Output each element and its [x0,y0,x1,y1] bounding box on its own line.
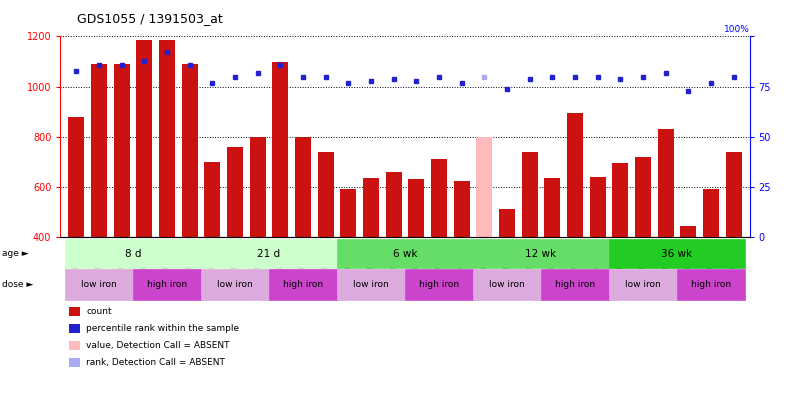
Text: low iron: low iron [217,280,253,289]
Bar [409,179,424,237]
Bar [363,178,379,237]
Bar [613,163,629,237]
Text: high iron: high iron [283,280,323,289]
Text: rank, Detection Call = ABSENT: rank, Detection Call = ABSENT [86,358,225,367]
Bar [250,137,266,237]
Bar [386,172,401,237]
Text: 100%: 100% [724,26,750,34]
Bar [567,113,583,237]
Bar [181,64,197,237]
Bar [272,62,289,237]
Text: 6 wk: 6 wk [393,249,418,258]
Bar [521,152,538,237]
Bar [590,177,605,237]
Text: high iron: high iron [419,280,459,289]
Text: 36 wk: 36 wk [662,249,692,258]
Bar [635,157,651,237]
Bar [703,189,719,237]
Text: low iron: low iron [625,280,661,289]
Text: GDS1055 / 1391503_at: GDS1055 / 1391503_at [77,12,222,25]
Text: low iron: low iron [81,280,117,289]
Bar [499,209,515,237]
Bar [680,226,696,237]
Bar [69,117,85,237]
Text: low iron: low iron [489,280,525,289]
Bar [205,162,220,237]
Bar [476,137,492,237]
Text: percentile rank within the sample: percentile rank within the sample [86,324,239,333]
Bar [136,40,152,237]
Text: 21 d: 21 d [257,249,280,258]
Bar [295,137,311,237]
Bar [340,189,356,237]
Bar [227,147,243,237]
Text: age ►: age ► [2,249,28,258]
Text: high iron: high iron [691,280,731,289]
Bar [159,40,175,237]
Text: value, Detection Call = ABSENT: value, Detection Call = ABSENT [86,341,230,350]
Bar [114,64,130,237]
Text: low iron: low iron [353,280,388,289]
Text: dose ►: dose ► [2,280,33,289]
Text: high iron: high iron [147,280,187,289]
Bar [454,181,470,237]
Bar [318,152,334,237]
Bar [91,64,107,237]
Text: 12 wk: 12 wk [526,249,557,258]
Text: count: count [86,307,112,316]
Text: high iron: high iron [555,280,595,289]
Bar [725,152,742,237]
Text: 8 d: 8 d [125,249,141,258]
Bar [658,129,674,237]
Bar [544,178,560,237]
Bar [431,159,447,237]
